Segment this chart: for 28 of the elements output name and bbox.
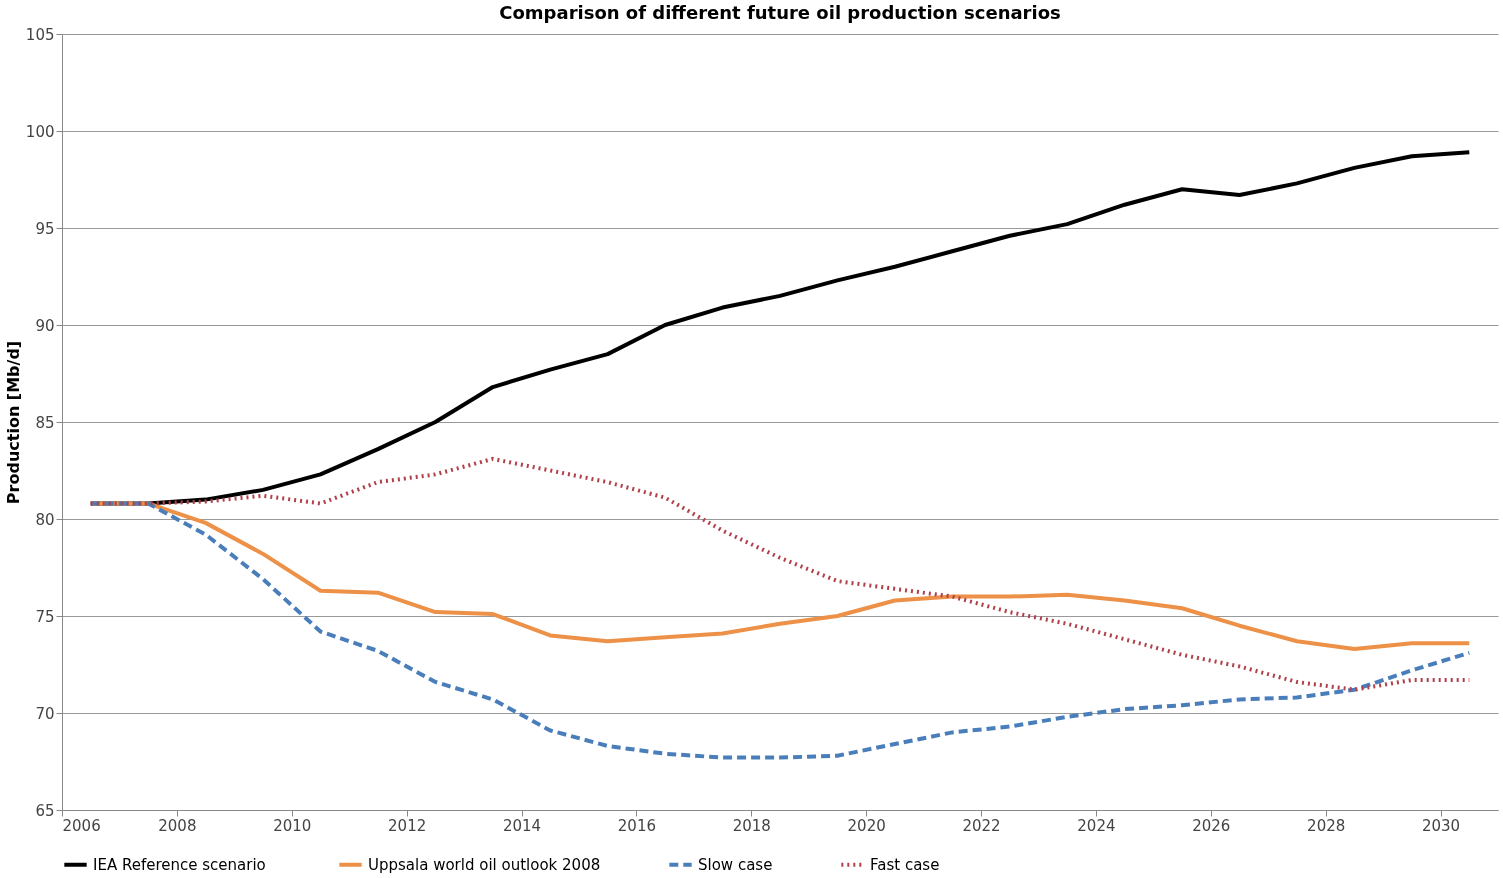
x-tick-label: 2012	[388, 816, 427, 835]
x-tick-label: 2010	[273, 816, 312, 835]
x-tick-label: 2016	[617, 816, 656, 835]
legend-label: Slow case	[698, 855, 773, 874]
x-tick-label: 2028	[1307, 816, 1346, 835]
x-tick-label: 2026	[1192, 816, 1231, 835]
x-tick-label: 2024	[1077, 816, 1116, 835]
legend-label: IEA Reference scenario	[93, 855, 266, 874]
y-axis-title: Production [Mb/d]	[3, 340, 23, 505]
x-tick-label: 2006	[62, 816, 101, 835]
y-tick-label: 90	[35, 316, 55, 335]
x-tick-label: 2014	[502, 816, 542, 835]
y-tick-label: 100	[25, 122, 55, 141]
legend-label: Fast case	[870, 855, 940, 874]
chart-title: Comparison of different future oil production scenarios	[499, 2, 1061, 23]
y-tick-label: 105	[25, 25, 55, 44]
legend-label: Uppsala world oil outlook 2008	[368, 855, 601, 874]
y-tick-label: 65	[35, 801, 55, 820]
y-tick-label: 75	[35, 607, 55, 626]
y-tick-label: 80	[35, 510, 55, 529]
x-tick-label: 2030	[1421, 816, 1461, 835]
y-tick-label: 70	[35, 704, 55, 723]
x-tick-label: 2022	[962, 816, 1001, 835]
y-tick-label: 95	[35, 219, 55, 238]
x-tick-label: 2020	[847, 816, 886, 835]
y-tick-label: 85	[35, 413, 55, 432]
x-tick-label: 2008	[158, 816, 197, 835]
x-tick-label: 2018	[732, 816, 771, 835]
